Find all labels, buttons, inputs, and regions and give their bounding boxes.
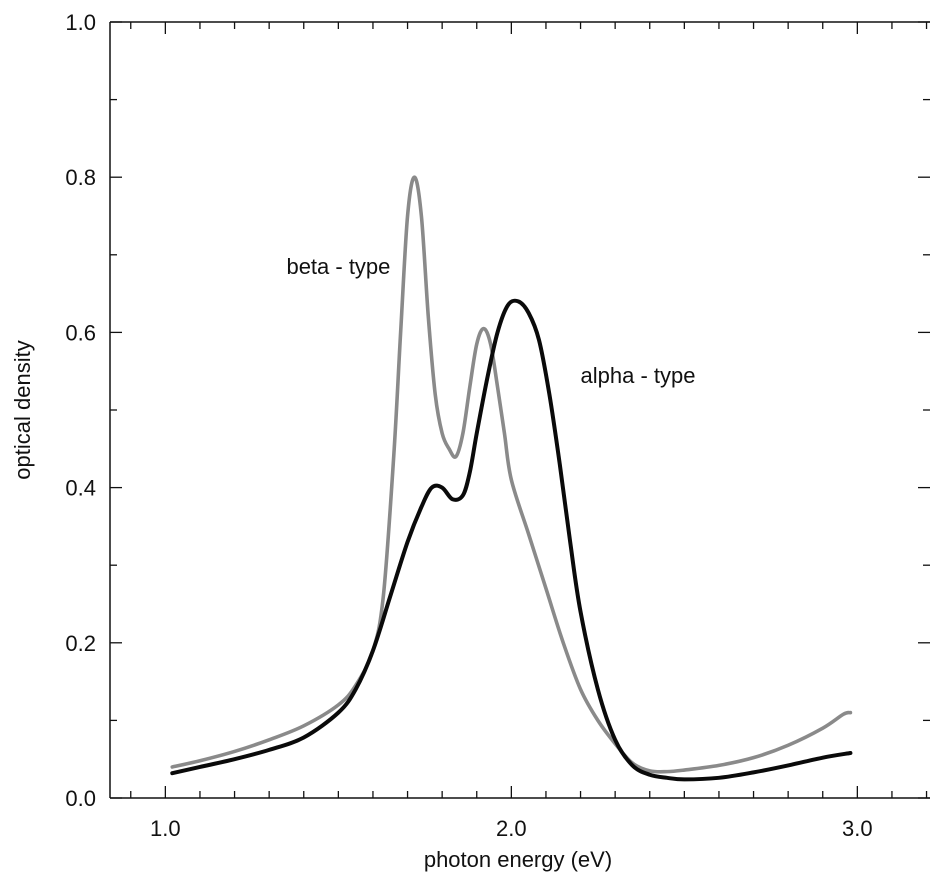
x-tick-label: 3.0 [842,816,873,841]
beta-type-curve [170,175,853,774]
y-tick-label: 0.0 [65,786,96,811]
y-axis-ticks: 0.0 0.2 0.4 0.6 0.8 1.0 [65,10,930,811]
annotation-layer: beta - type alpha - type [286,254,695,388]
y-tick-label: 0.6 [65,320,96,345]
beta-type-label: beta - type [286,254,390,279]
y-tick-label: 0.4 [65,476,96,501]
x-tick-label: 2.0 [496,816,527,841]
alpha-type-label: alpha - type [581,363,696,388]
plot-frame [109,21,930,799]
x-axis-ticks: 1.0 2.0 3.0 [130,22,928,841]
x-tick-label: 1.0 [150,816,181,841]
x-axis-title: photon energy (eV) [424,847,612,872]
y-axis-title: optical density [10,340,35,479]
alpha-type-curve [170,298,853,782]
y-tick-label: 0.2 [65,631,96,656]
y-tick-label: 1.0 [65,10,96,35]
y-tick-label: 0.8 [65,165,96,190]
series-layer [170,175,853,782]
